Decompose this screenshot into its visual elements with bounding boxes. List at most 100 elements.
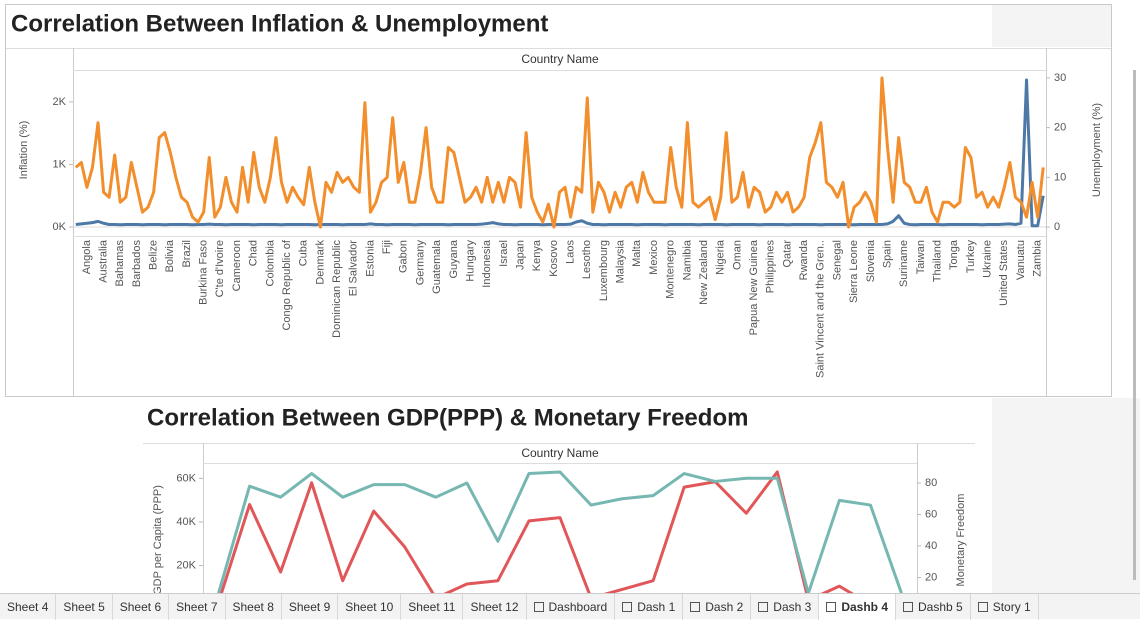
x-tick-label: Barbados [131, 240, 143, 288]
x-tick-label: Thailand [931, 240, 943, 282]
x-tick-label: Suriname [898, 240, 910, 287]
x-tick-label: Japan [514, 240, 526, 270]
sheet-tab[interactable]: Dashb 5 [896, 593, 971, 620]
y-tick-label: 0K [53, 221, 67, 233]
x-tick-label: Colombia [264, 239, 276, 286]
x-tick-label: Sierra Leone [848, 240, 860, 303]
x-tick-label: Philippines [765, 240, 777, 294]
x-tick-label: Luxembourg [598, 240, 610, 301]
sheet-tab[interactable]: Sheet 6 [113, 593, 170, 620]
sheet-tab[interactable]: Dash 3 [751, 593, 820, 620]
x-tick-label: Cuba [298, 239, 310, 266]
y2-tick-label: 0 [1054, 221, 1060, 233]
y2-tick-label: 20 [1054, 122, 1066, 134]
chart-title: Correlation Between Inflation & Unemploy… [11, 10, 548, 37]
sheet-tab[interactable]: Sheet 10 [338, 593, 402, 620]
y2-tick-label: 80 [925, 477, 937, 489]
x-tick-label: Rwanda [798, 239, 810, 280]
x-tick-label: Malta [631, 239, 643, 267]
sheet-tab[interactable]: Sheet 12 [463, 593, 527, 620]
x-tick-label: Dominican Republic [331, 240, 343, 338]
x-tick-label: Vanuatu [1015, 240, 1027, 280]
series-line [75, 78, 1045, 228]
legend-area [992, 5, 1111, 47]
y-tick-label: 40K [176, 516, 196, 528]
x-tick-label: Estonia [364, 239, 376, 277]
sheet-tab[interactable]: Story 1 [971, 593, 1039, 620]
y2-axis-label: Unemployment (%) [1091, 103, 1103, 197]
series-line [217, 470, 903, 593]
y2-tick-label: 60 [925, 508, 937, 520]
x-tick-label: Kosovo [548, 240, 560, 277]
x-tick-label: C'te d'Ivoire [214, 240, 226, 297]
x-tick-label: Hungary [464, 240, 476, 282]
y-tick-label: 20K [176, 559, 196, 571]
x-tick-label: Spain [881, 240, 893, 268]
header-label: Country Name [521, 52, 599, 66]
y-tick-label: 2K [53, 96, 67, 108]
x-tick-label: New Zealand [698, 240, 710, 305]
sheet-tab[interactable]: Dash 2 [683, 593, 752, 620]
sheet-tab[interactable]: Dashboard [527, 593, 616, 620]
x-tick-label: Laos [565, 240, 577, 264]
x-tick-label: Denmark [314, 240, 326, 285]
x-tick-label: Namibia [681, 239, 693, 280]
sheet-tab[interactable]: Dash 1 [615, 593, 684, 620]
x-tick-label: Congo Republic of [281, 239, 293, 330]
x-tick-label: Slovenia [865, 239, 877, 282]
x-tick-label: Guyana [448, 239, 460, 278]
x-tick-label: Saint Vincent and the Gren.. [815, 240, 827, 378]
y2-tick-label: 20 [925, 571, 937, 583]
sheet-tab[interactable]: Sheet 11 [401, 593, 464, 620]
y-tick-label: 60K [176, 472, 196, 484]
x-tick-label: Belize [148, 240, 160, 270]
header-label: Country Name [521, 446, 599, 460]
x-tick-label: Fiji [381, 240, 393, 254]
x-tick-label: Zambia [1032, 239, 1044, 277]
x-tick-label: Gabon [398, 240, 410, 273]
x-tick-label: Angola [81, 239, 93, 274]
sheet-tab[interactable]: Sheet 9 [282, 593, 339, 620]
sheet-tab[interactable]: Sheet 7 [169, 593, 226, 620]
sheet-tab[interactable]: Sheet 8 [226, 593, 282, 620]
x-tick-label: Kenya [531, 239, 543, 271]
x-tick-label: Israel [498, 240, 510, 267]
x-tick-label: Chad [248, 240, 260, 266]
x-tick-label: Brazil [181, 240, 193, 268]
x-tick-label: Lesotho [581, 240, 593, 279]
x-tick-label: Senegal [831, 240, 843, 280]
y2-tick-label: 10 [1054, 171, 1066, 183]
y-tick-label: 1K [53, 158, 67, 170]
series-line [219, 470, 854, 593]
chart: 0K 1K 2K 0 10 20 30 Angola Australia Bahamas Barba… [53, 48, 1066, 397]
tab-bar: Sheet 4 Sheet 5 Sheet 6 Sheet 7 Sheet 8 Sheet… [0, 593, 1140, 620]
sheet-tab[interactable]: Sheet 5 [56, 593, 113, 620]
dashboard: Correlation Between Inflation & Unemploy… [5, 4, 1140, 593]
x-tick-label: Oman [731, 240, 743, 270]
x-tick-label: Papua New Guinea [748, 239, 760, 335]
chart: 20K 40K 60K 20 40 60 80 [176, 443, 937, 593]
x-tick-label: Ukraine [982, 240, 994, 278]
x-tick-label: El Salvador [348, 240, 360, 297]
y2-axis-label: Monetary Freedom [955, 494, 967, 587]
x-tick-label: Guatemala [431, 239, 443, 294]
chart-title: Correlation Between GDP(PPP) & Monetary … [147, 404, 748, 431]
y-axis-label: GDP per Capita (PPP) [152, 485, 164, 593]
x-tick-label: Cameroon [231, 240, 243, 291]
x-tick-label: Malaysia [615, 239, 627, 283]
x-tick-label: Qatar [781, 240, 793, 268]
x-tick-label: Indonesia [481, 239, 493, 288]
x-tick-label: Burkina Faso [198, 240, 210, 305]
sheet-tab[interactable]: Dashb 4 [819, 593, 896, 620]
x-tick-label: Taiwan [915, 240, 927, 274]
x-tick-label: Turkey [965, 240, 977, 274]
y2-tick-label: 30 [1054, 72, 1066, 84]
x-tick-label: Montenegro [665, 240, 677, 299]
x-tick-label: United States [998, 240, 1010, 307]
x-tick-label: Tonga [948, 239, 960, 270]
x-tick-label: Bahamas [114, 240, 126, 287]
x-tick-label: Nigeria [715, 239, 727, 275]
sheet-tab[interactable]: Sheet 4 [0, 593, 57, 620]
y2-tick-label: 40 [925, 540, 937, 552]
